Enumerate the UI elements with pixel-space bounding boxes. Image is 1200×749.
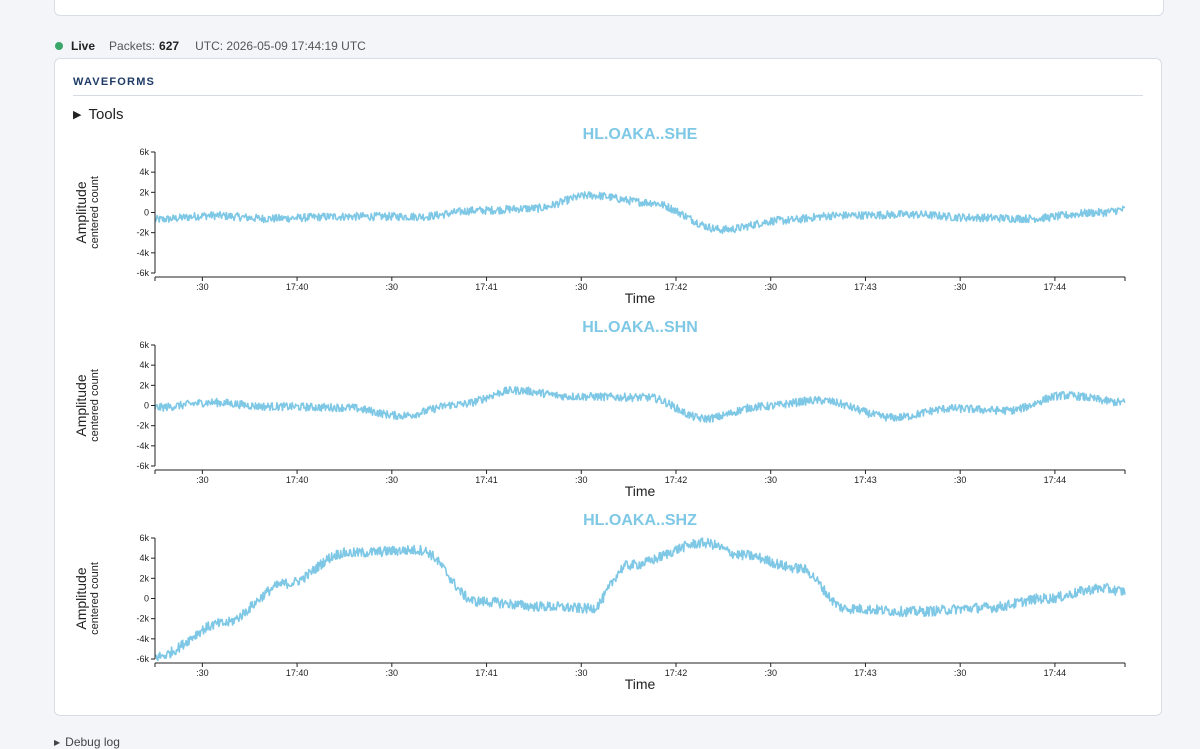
x-tick-label: :30 <box>764 475 777 485</box>
y-axis-sublabel: centered count <box>89 176 101 249</box>
x-tick-label: 17:43 <box>854 475 877 485</box>
disclosure-triangle-icon: ▶ <box>73 109 82 121</box>
x-tick-label: :30 <box>386 475 399 485</box>
x-tick-label: 17:44 <box>1044 475 1067 485</box>
y-tick-label: 4k <box>139 360 149 370</box>
chart-title: HL.OAKA..SHZ <box>583 512 697 529</box>
x-tick-label: :30 <box>764 282 777 292</box>
waveform-chart-1: HL.OAKA..SHN Amplitude centered count 6k 4k 2… <box>73 319 1126 499</box>
y-tick-label: 2k <box>139 380 149 390</box>
x-tick-label: 17:40 <box>286 475 309 485</box>
x-tick-label: 17:43 <box>854 282 877 292</box>
x-tick-label: 17:44 <box>1044 668 1067 678</box>
y-tick-label: -4k <box>136 248 149 258</box>
live-label: Live <box>71 39 96 53</box>
y-tick-label: 0 <box>144 594 149 604</box>
x-axis-label: Time <box>625 676 656 692</box>
x-tick-label: 17:41 <box>475 282 498 292</box>
x-tick-label: :30 <box>954 475 967 485</box>
utc-timestamp: UTC: 2026-05-09 17:44:19 UTC <box>195 39 366 53</box>
previous-card <box>54 0 1164 16</box>
waveform-trace <box>154 537 1126 662</box>
y-axis-sublabel: centered count <box>89 369 101 442</box>
y-tick-label: -4k <box>136 441 149 451</box>
x-tick-label: :30 <box>386 668 399 678</box>
x-tick-label: 17:41 <box>475 475 498 485</box>
y-tick-label: 4k <box>139 167 149 177</box>
card-title: WAVEFORMS <box>73 76 156 88</box>
x-axis-label: Time <box>625 290 656 306</box>
x-axis-label: Time <box>625 483 656 499</box>
y-tick-label: -2k <box>136 228 149 238</box>
y-tick-label: -6k <box>136 268 149 278</box>
debug-log-toggle[interactable]: ▶ Debug log <box>54 735 120 749</box>
waveform-trace <box>154 191 1126 235</box>
status-bar: Live Packets: 627 UTC: 2026-05-09 17:44:… <box>55 38 366 54</box>
waveform-chart-2: HL.OAKA..SHZ Amplitude centered count 6k 4k 2… <box>73 512 1126 692</box>
y-tick-label: -2k <box>136 614 149 624</box>
live-indicator-icon <box>55 42 63 50</box>
x-tick-label: 17:42 <box>665 475 688 485</box>
disclosure-triangle-icon: ▶ <box>54 737 61 747</box>
chart-title: HL.OAKA..SHE <box>583 126 698 143</box>
x-tick-label: 17:41 <box>475 668 498 678</box>
tools-label: Tools <box>88 106 124 123</box>
x-tick-label: 17:43 <box>854 668 877 678</box>
x-tick-label: :30 <box>764 668 777 678</box>
chart-title: HL.OAKA..SHN <box>582 319 698 336</box>
x-tick-label: :30 <box>196 282 209 292</box>
y-tick-label: 2k <box>139 187 149 197</box>
y-tick-label: -6k <box>136 654 149 664</box>
y-tick-label: 4k <box>139 553 149 563</box>
y-tick-label: 6k <box>139 147 149 157</box>
x-tick-label: 17:40 <box>286 668 309 678</box>
x-tick-label: :30 <box>954 668 967 678</box>
card-divider <box>73 95 1143 96</box>
y-axis-sublabel: centered count <box>89 562 101 635</box>
x-tick-label: 17:44 <box>1044 282 1067 292</box>
x-tick-label: 17:40 <box>286 282 309 292</box>
x-tick-label: :30 <box>575 475 588 485</box>
y-tick-label: 0 <box>144 401 149 411</box>
y-tick-label: -2k <box>136 421 149 431</box>
y-axis-label: Amplitude <box>73 567 89 629</box>
y-tick-label: 6k <box>139 533 149 543</box>
y-tick-label: -4k <box>136 634 149 644</box>
x-tick-label: :30 <box>575 282 588 292</box>
x-tick-label: :30 <box>196 475 209 485</box>
y-tick-label: 6k <box>139 340 149 350</box>
x-tick-label: :30 <box>196 668 209 678</box>
y-tick-label: 2k <box>139 573 149 583</box>
x-tick-label: 17:42 <box>665 668 688 678</box>
x-tick-label: :30 <box>954 282 967 292</box>
waveform-chart-0: HL.OAKA..SHE Amplitude centered count 6k 4k 2… <box>73 126 1126 306</box>
packets-label: Packets: <box>109 39 156 53</box>
packets-count: 627 <box>159 39 180 53</box>
tools-toggle[interactable]: ▶ Tools <box>73 106 124 123</box>
y-axis-label: Amplitude <box>73 374 89 436</box>
waveform-trace <box>154 385 1126 424</box>
x-tick-label: :30 <box>386 282 399 292</box>
x-tick-label: 17:42 <box>665 282 688 292</box>
y-tick-label: -6k <box>136 461 149 471</box>
y-tick-label: 0 <box>144 208 149 218</box>
y-axis-label: Amplitude <box>73 181 89 243</box>
x-tick-label: :30 <box>575 668 588 678</box>
debug-log-label: Debug log <box>65 735 120 749</box>
